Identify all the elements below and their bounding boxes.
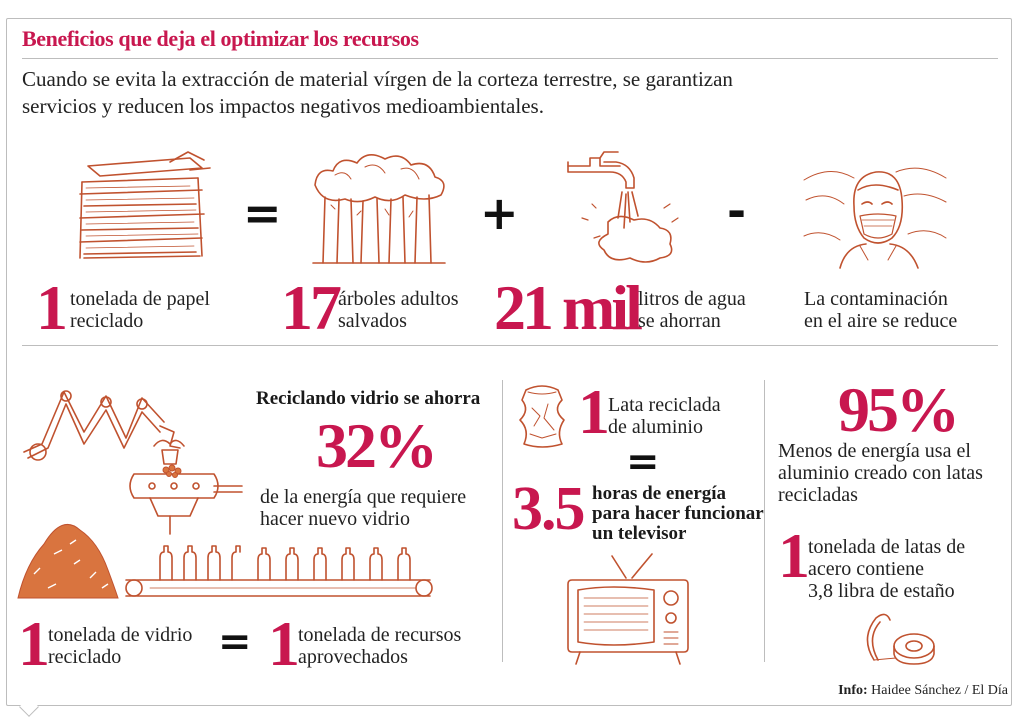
paper-caption-line-2: reciclado [70,310,144,332]
hours-caption: horas de energía para hacer funcionar un… [592,484,764,544]
glass-left-line-2: reciclado [48,646,122,668]
water-caption-line-2: se ahorran [638,310,721,332]
paper-number: 1 [36,272,68,343]
intro-line-1: Cuando se evita la extracción de materia… [22,67,733,91]
paper-stack-icon [79,151,211,259]
aluminum-percent-line-2: aluminio creado con latas [778,462,983,484]
aluminum-percent-line-3: recicladas [778,484,858,506]
glass-right-number: 1 [268,608,300,679]
steel-caption-line-3: 3,8 libra de estaño [808,580,955,602]
paper-caption-line-1: tonelada de papel [70,288,210,310]
glass-caption-line-1: de la energía que requiere [260,486,467,508]
glass-percent: 32% [316,410,438,481]
aluminum-percent-caption: Menos de energía usa el aluminio creado … [778,440,983,506]
air-caption-line-1: La contaminación [804,288,948,310]
glass-headline: Reciclando vidrio se ahorra [256,388,481,409]
page-title: Beneficios que deja el optimizar los rec… [22,26,419,51]
television-icon [567,553,689,665]
steel-number: 1 [778,520,810,591]
hours-caption-line-1: horas de energía [592,483,727,504]
aluminum-percent-line-1: Menos de energía usa el [778,440,971,462]
intro-text: Cuando se evita la extracción de materia… [22,66,982,120]
faucet-icon [567,151,679,263]
equals-sign-1: = [243,186,282,240]
glass-right-line-2: aprovechados [298,646,408,668]
glass-left-line-1: tonelada de vidrio [48,624,193,646]
glass-factory-icon [17,390,244,599]
can-equals-sign: = [626,439,660,485]
water-caption-line-1: litros de agua [638,288,746,310]
forest-icon [312,154,446,264]
crushed-can-icon [519,385,565,448]
trees-caption: árboles adultos salvados [338,288,459,332]
minus-sign: - [727,184,747,238]
tin-roll-icon [866,613,935,665]
trees-number: 17 [281,272,342,343]
hours-caption-line-3: un televisor [592,523,687,544]
intro-line-2: servicios y reducen los impactos negativ… [22,94,544,118]
can-number: 1 [578,376,610,447]
water-number: 21 mil [494,272,643,343]
info-label: Info: [838,683,868,698]
air-caption-line-2: en el aire se reduce [804,310,958,332]
paper-caption: tonelada de papel reciclado [70,288,210,332]
glass-left-caption: tonelada de vidrio reciclado [48,624,192,668]
glass-right-caption: tonelada de recursos aprovechados [298,624,461,668]
masked-person-icon [803,167,947,269]
info-credit-text: Haidee Sánchez / El Día [871,683,1008,698]
trees-caption-line-1: árboles adultos [338,288,459,310]
glass-left-number: 1 [18,608,50,679]
glass-caption: de la energía que requiere hacer nuevo v… [260,486,466,530]
section-divider [22,345,998,346]
steel-caption-line-1: tonelada de latas de [808,536,966,558]
hours-caption-line-2: para hacer funcionar [592,503,764,524]
info-credit: Info: Haidee Sánchez / El Día [838,683,1008,699]
infographic-frame [6,18,1012,706]
water-caption: litros de agua se ahorran [638,288,746,332]
glass-caption-line-2: hacer nuevo vidrio [260,508,410,530]
plus-sign: + [480,186,519,240]
steel-caption: tonelada de latas de acero contiene 3,8 … [808,536,965,602]
can-caption-line-2: de aluminio [608,416,703,438]
column-divider-2 [764,380,765,662]
can-caption-line-1: Lata reciclada [608,394,721,416]
glass-equals-sign: = [218,619,252,665]
hours-number: 3.5 [512,475,585,543]
title-divider [22,58,998,59]
air-caption: La contaminación en el aire se reduce [804,288,957,332]
trees-caption-line-2: salvados [338,310,407,332]
column-divider-1 [502,380,503,662]
glass-right-line-1: tonelada de recursos [298,624,462,646]
steel-caption-line-2: acero contiene [808,558,925,580]
aluminum-percent: 95% [838,374,960,445]
bottle-conveyor-icon [244,547,433,597]
can-caption: Lata reciclada de aluminio [608,394,721,438]
